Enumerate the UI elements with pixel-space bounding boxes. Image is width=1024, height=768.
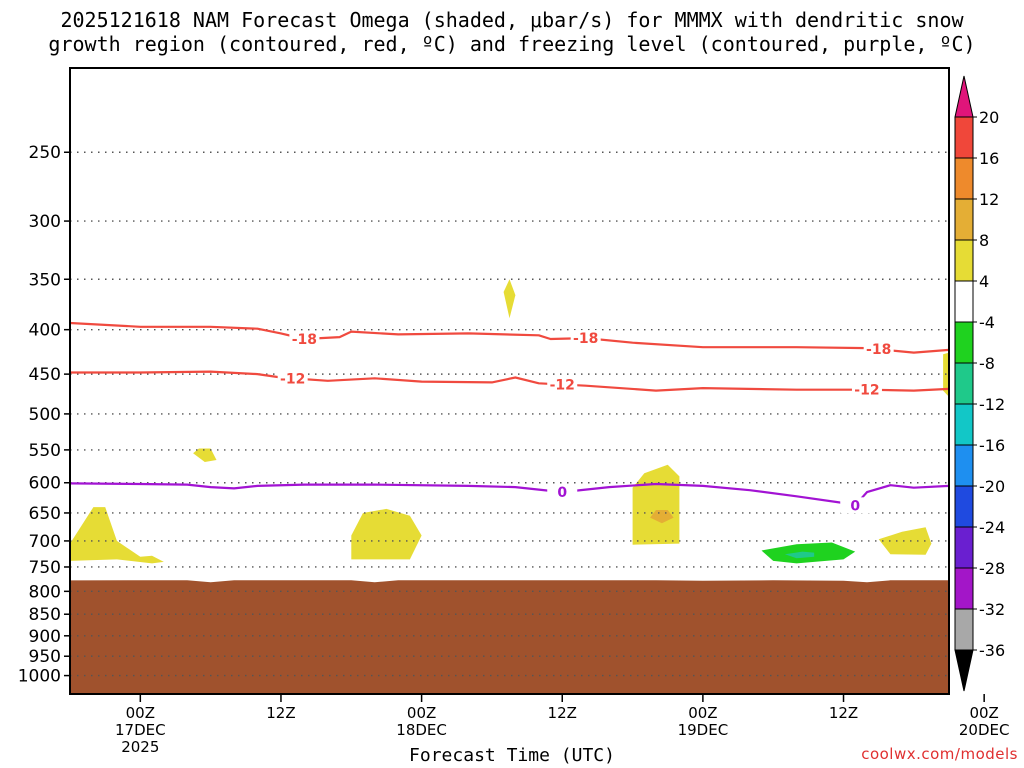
y-tick-label: 900 xyxy=(29,627,61,647)
colorbar-swatch xyxy=(954,116,974,159)
omega-region-3 xyxy=(351,508,422,560)
colorbar-label: 4 xyxy=(979,272,989,291)
plot-frame xyxy=(69,67,950,695)
colorbar-swatch xyxy=(954,485,974,528)
x-tick-label: 12Z xyxy=(266,704,295,722)
x-tick-label: 00Z xyxy=(969,704,998,722)
x-tick-label: 12Z xyxy=(548,704,577,722)
colorbar-swatch xyxy=(954,321,974,364)
contour-label-bg xyxy=(863,341,894,358)
x-tick-date: 20DEC xyxy=(959,721,1010,739)
y-tick-label: 950 xyxy=(29,647,61,667)
omega-region-2 xyxy=(193,448,217,462)
contour-label-bg xyxy=(289,330,320,347)
colorbar-swatch xyxy=(954,362,974,405)
watermark: coolwx.com/models xyxy=(861,745,1018,763)
omega-region-9 xyxy=(878,527,932,555)
x-tick-date: 18DEC xyxy=(396,721,447,739)
x-tick-label: 00Z xyxy=(688,704,717,722)
y-tick-label: 450 xyxy=(29,365,61,385)
contour-label-bg xyxy=(547,376,578,393)
x-axis-label: Forecast Time (UTC) xyxy=(409,745,615,766)
omega-region-5 xyxy=(632,464,680,545)
contour-label-bg xyxy=(547,484,578,501)
colorbar-label: -20 xyxy=(979,477,1005,496)
contour-label-0: 0 xyxy=(850,498,860,514)
contour-label-bg xyxy=(570,330,601,347)
contour-dgz--12 xyxy=(70,370,950,392)
contour-label-bg xyxy=(277,370,308,387)
x-tick-label: 00Z xyxy=(126,704,155,722)
y-tick-label: 300 xyxy=(29,212,61,232)
colorbar-label: -16 xyxy=(979,436,1005,455)
y-tick-label: 600 xyxy=(29,474,61,494)
colorbar: 20 16 12 8 4 -4 -8 -12 -16 -20 -24 -28 -32 -36 xyxy=(954,75,1005,692)
colorbar-swatch xyxy=(954,526,974,569)
y-tick-label: 750 xyxy=(29,558,61,578)
contour-label--18: -18 xyxy=(292,332,317,348)
colorbar-label: -8 xyxy=(979,354,995,373)
colorbar-label: 12 xyxy=(979,190,999,209)
colorbar-swatch xyxy=(954,198,974,241)
contour-dgz--18 xyxy=(69,321,950,354)
contour-label--12: -12 xyxy=(550,377,575,393)
y-axis-ticks: 2503003504004505005506006507007508008509… xyxy=(18,143,70,687)
x-tick-date: 19DEC xyxy=(678,721,729,739)
contour-label-bg xyxy=(840,497,871,514)
contour-label--18: -18 xyxy=(573,331,598,347)
shaded-regions xyxy=(70,279,949,564)
colorbar-label: 16 xyxy=(979,149,999,168)
contour-freezing-0 xyxy=(69,482,950,507)
colorbar-bottom-arrow xyxy=(954,649,974,692)
omega-region-4 xyxy=(503,279,516,319)
omega-region-8 xyxy=(784,551,815,559)
y-tick-label: 1000 xyxy=(18,667,61,687)
x-tick-label: 00Z xyxy=(407,704,436,722)
colorbar-swatch xyxy=(954,403,974,446)
y-tick-label: 350 xyxy=(29,270,61,290)
x-tick-date: 17DEC xyxy=(115,721,166,739)
omega-region-6 xyxy=(650,510,674,524)
x-tick-label: 12Z xyxy=(829,704,858,722)
terrain-layer xyxy=(70,580,949,694)
y-tick-label: 250 xyxy=(29,143,61,163)
colorbar-swatch xyxy=(954,157,974,200)
contour-label-0: 0 xyxy=(557,485,567,501)
y-tick-label: 850 xyxy=(29,605,61,625)
x-tick-year: 2025 xyxy=(121,738,159,756)
chart-title-line-1: 2025121618 NAM Forecast Omega (shaded, μ… xyxy=(60,8,964,32)
contour-lines: -18 -18 -18 -12 -12 -12 0 0 xyxy=(69,321,950,514)
y-tick-label: 400 xyxy=(29,321,61,341)
omega-region-1 xyxy=(70,507,164,564)
contour-label-bg xyxy=(851,381,882,398)
y-tick-label: 550 xyxy=(29,441,61,461)
colorbar-label: -28 xyxy=(979,559,1005,578)
terrain-area xyxy=(70,580,949,694)
colorbar-label: 20 xyxy=(979,108,999,127)
colorbar-label: -4 xyxy=(979,313,995,332)
colorbar-label: -24 xyxy=(979,518,1005,537)
colorbar-label: 8 xyxy=(979,231,989,250)
colorbar-label: -36 xyxy=(979,641,1005,660)
colorbar-label: -12 xyxy=(979,395,1005,414)
colorbar-swatch xyxy=(954,608,974,651)
contour-label--18: -18 xyxy=(866,342,891,358)
contour-label--12: -12 xyxy=(280,371,305,387)
y-tick-label: 650 xyxy=(29,504,61,524)
chart-title-line-2: growth region (contoured, red, ºC) and f… xyxy=(48,32,976,56)
colorbar-swatch xyxy=(954,239,974,282)
colorbar-top-arrow xyxy=(954,75,974,118)
colorbar-swatch xyxy=(954,444,974,487)
y-tick-label: 800 xyxy=(29,582,61,602)
colorbar-swatch xyxy=(954,280,974,323)
y-tick-label: 500 xyxy=(29,405,61,425)
colorbar-swatch xyxy=(954,567,974,610)
contour-label--12: -12 xyxy=(854,383,879,399)
y-tick-label: 700 xyxy=(29,532,61,552)
colorbar-label: -32 xyxy=(979,600,1005,619)
